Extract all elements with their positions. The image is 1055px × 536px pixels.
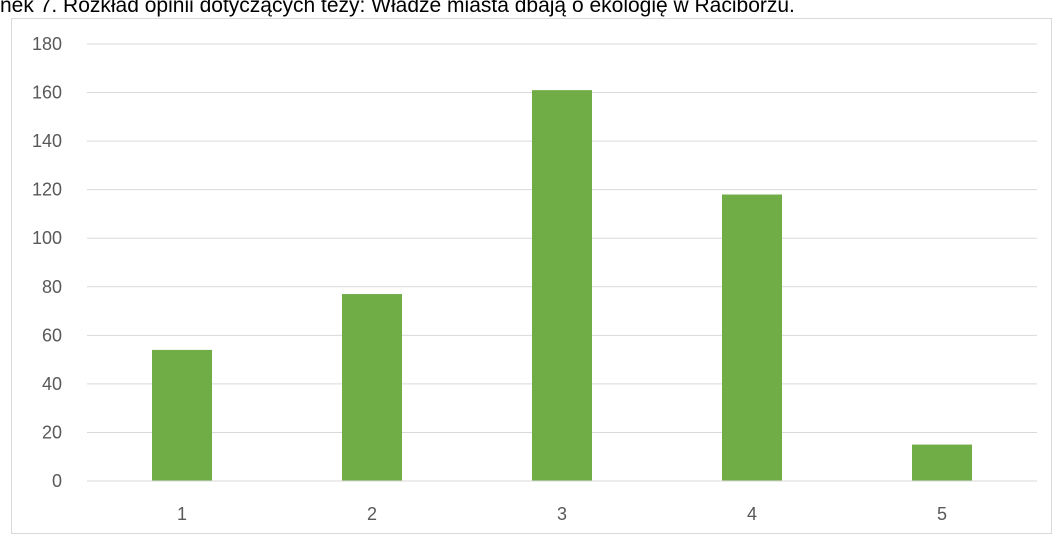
x-tick-label: 2 <box>367 504 377 524</box>
x-axis-ticks: 1 2 3 4 5 <box>177 504 947 524</box>
y-tick-label: 100 <box>32 228 62 248</box>
y-tick-label: 0 <box>52 471 62 491</box>
bar-2 <box>342 294 402 481</box>
y-tick-label: 160 <box>32 83 62 103</box>
chart-caption: nek 7. Rozkład opinii dotyczących tezy: … <box>0 0 795 17</box>
y-tick-label: 20 <box>42 422 62 442</box>
bar-5 <box>912 444 972 481</box>
x-tick-label: 5 <box>937 504 947 524</box>
y-tick-label: 60 <box>42 325 62 345</box>
bar-1 <box>152 349 212 481</box>
bars <box>152 90 972 481</box>
x-tick-label: 1 <box>177 504 187 524</box>
x-tick-label: 4 <box>747 504 757 524</box>
y-tick-label: 120 <box>32 180 62 200</box>
bar-3 <box>532 90 592 481</box>
y-axis-ticks: 0 20 40 60 80 100 120 140 160 180 <box>32 34 62 491</box>
x-tick-label: 3 <box>557 504 567 524</box>
y-tick-label: 40 <box>42 374 62 394</box>
bar-4 <box>722 194 782 481</box>
y-tick-label: 80 <box>42 277 62 297</box>
y-tick-label: 180 <box>32 34 62 54</box>
y-tick-label: 140 <box>32 131 62 151</box>
